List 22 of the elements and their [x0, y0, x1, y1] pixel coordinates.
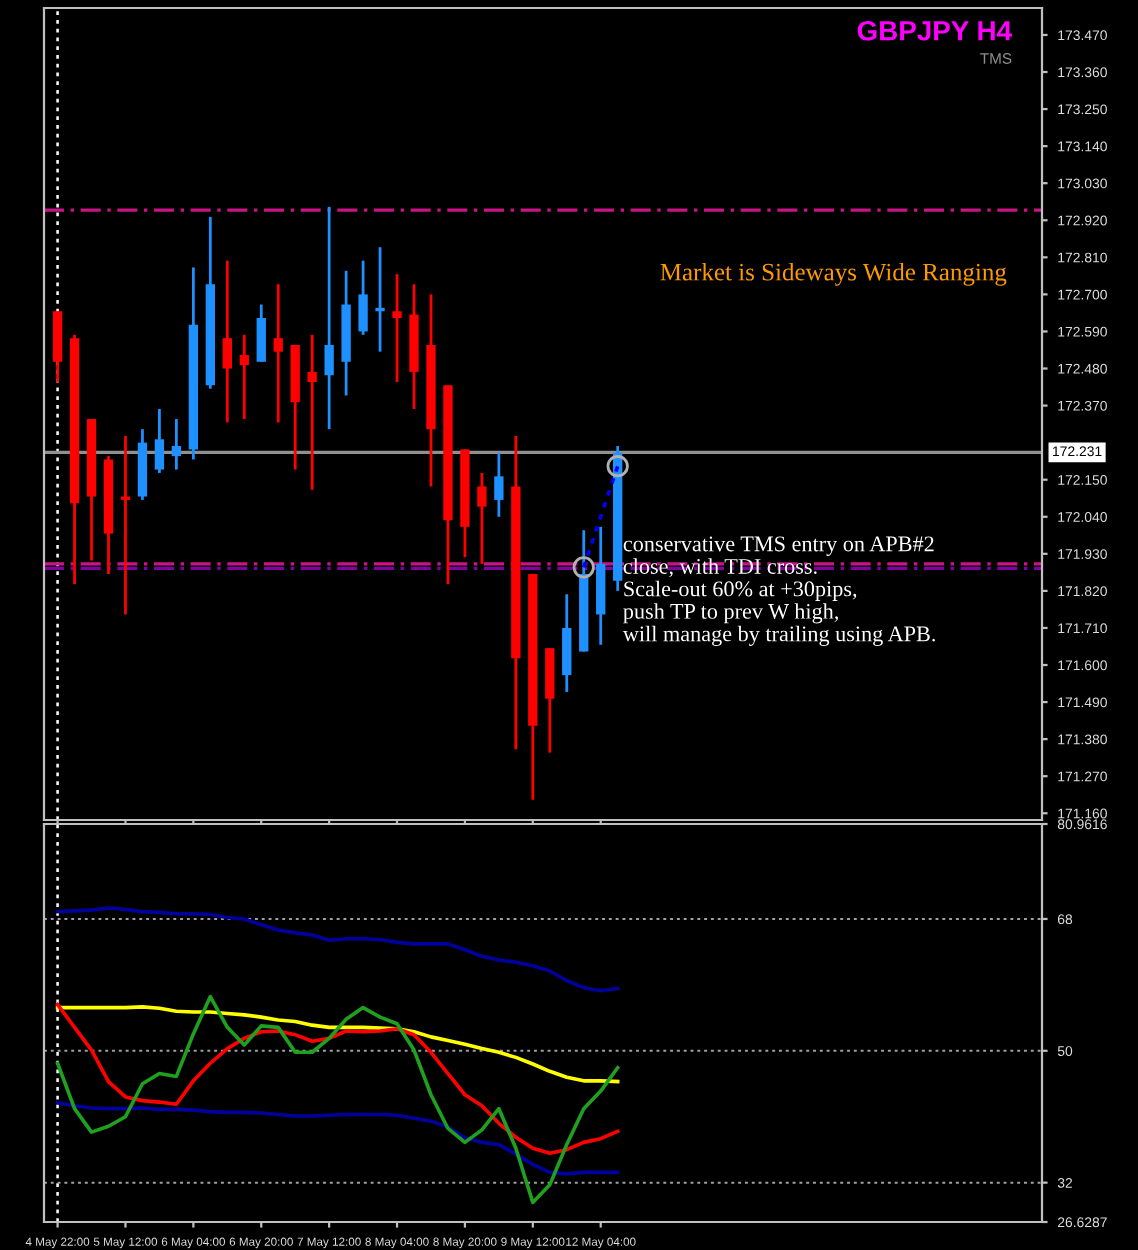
annotation: conservative TMS entry on APB#2 close, with TDI cross. Scale-out 60% at +30pips, push TP to prev W high, will manage by trailing using APB. — [622, 536, 935, 646]
line-series — [55, 906, 620, 993]
candlestick — [562, 592, 572, 694]
candlestick — [392, 272, 402, 384]
candlestick — [307, 333, 317, 492]
candlestick — [375, 245, 385, 354]
line-series — [55, 994, 620, 1205]
line-series — [55, 1002, 620, 1156]
candlestick — [494, 451, 504, 519]
line-series — [55, 1005, 620, 1084]
candlestick — [222, 259, 232, 424]
candlestick — [256, 303, 266, 364]
candlestick — [171, 417, 182, 471]
line-series — [55, 1101, 620, 1176]
candlestick — [154, 407, 165, 475]
annotation: Market is Sideways Wide Ranging — [660, 262, 1007, 286]
chart-title: GBPJPY H4 — [857, 20, 1012, 41]
candlestick — [324, 205, 334, 431]
candlestick — [239, 333, 249, 421]
candlestick — [273, 282, 283, 424]
candlestick — [358, 259, 368, 337]
candlestick — [477, 471, 487, 566]
